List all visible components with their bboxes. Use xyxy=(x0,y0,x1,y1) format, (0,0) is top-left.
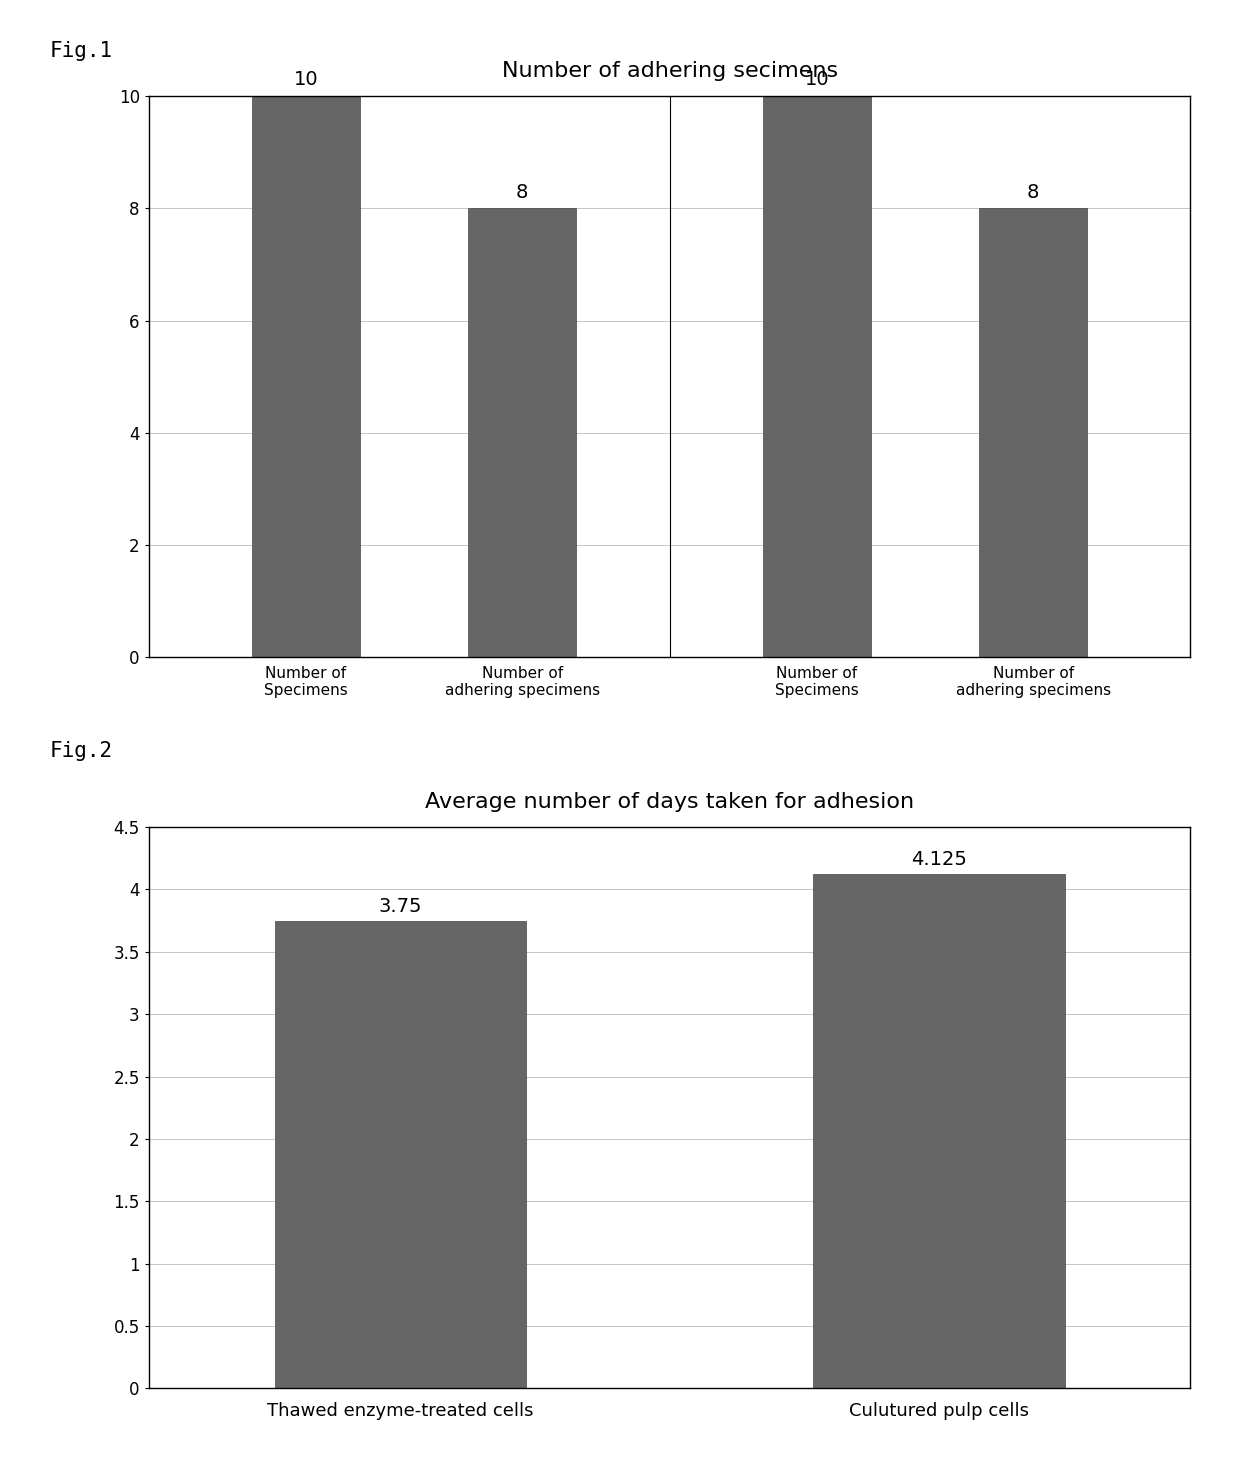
Text: 8: 8 xyxy=(1027,183,1039,201)
Title: Number of adhering secimens: Number of adhering secimens xyxy=(501,61,838,81)
Text: 4.125: 4.125 xyxy=(911,849,967,868)
Text: Fig.1: Fig.1 xyxy=(50,41,113,62)
Text: Thawed enzymed -treated cells: Thawed enzymed -treated cells xyxy=(284,837,544,855)
Bar xyxy=(980,208,1087,657)
Bar xyxy=(252,96,360,657)
Text: 3.75: 3.75 xyxy=(378,897,422,916)
Text: 8: 8 xyxy=(516,183,528,201)
Text: 10: 10 xyxy=(294,71,319,89)
Text: Fig.2: Fig.2 xyxy=(50,741,113,762)
Text: 10: 10 xyxy=(805,71,830,89)
Bar xyxy=(469,208,577,657)
Bar xyxy=(763,96,870,657)
Title: Average number of days taken for adhesion: Average number of days taken for adhesio… xyxy=(425,792,914,812)
Bar xyxy=(813,874,1065,1388)
Text: Cultured pulp stem cells: Cultured pulp stem cells xyxy=(825,837,1025,855)
Bar xyxy=(274,920,526,1388)
